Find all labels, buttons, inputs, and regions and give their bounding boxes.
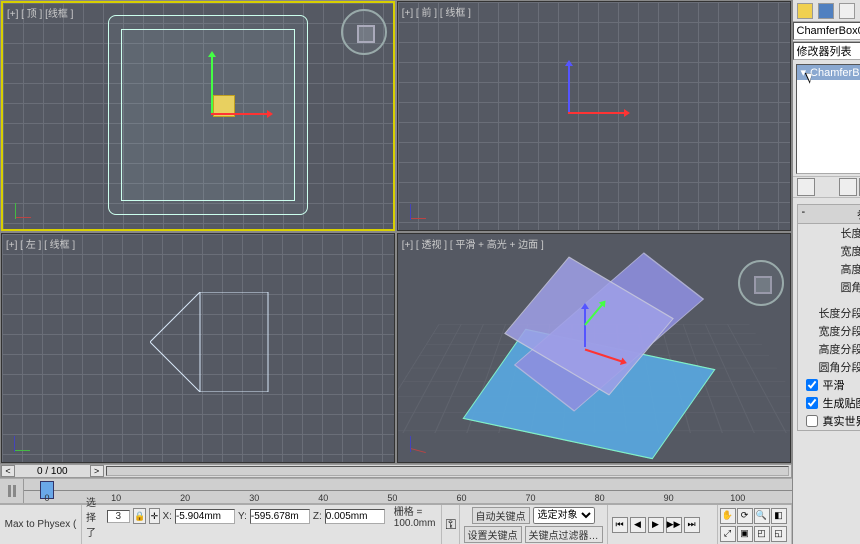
grid-size-label: 栅格 = 100.0mm — [394, 503, 437, 529]
viewport-grid: [+] [ 顶 ] [线框 ] [+] [ 前 ] [ 线框 ] — [0, 0, 792, 464]
nav-max-button[interactable]: ▣ — [737, 526, 753, 542]
axis-indicator — [10, 432, 34, 456]
goto-start-button[interactable]: ⏮ — [612, 517, 628, 533]
smooth-checkbox[interactable] — [806, 379, 818, 391]
set-key-button[interactable]: 设置关键点 — [464, 526, 522, 543]
genmap-checkbox[interactable] — [806, 397, 818, 409]
tab-create[interactable] — [797, 3, 813, 19]
script-label: Max to Physex ( — [5, 519, 77, 530]
viewport-label[interactable]: [+] [ 前 ] [ 线框 ] — [402, 4, 471, 19]
key-filter-button[interactable]: 关键点过滤器… — [525, 526, 603, 543]
panel-tabs — [793, 0, 860, 22]
pin-stack-button[interactable] — [797, 178, 815, 196]
timeline-ruler[interactable]: 0 10 20 30 40 50 60 70 80 90 100 — [24, 479, 792, 503]
tab-hierarchy[interactable] — [839, 3, 855, 19]
nav-zoom-all-button[interactable]: ⤢ — [720, 526, 736, 542]
left-shape[interactable] — [150, 292, 270, 392]
timeline: 0 10 20 30 40 50 60 70 80 90 100 — [0, 478, 792, 504]
gizmo-x-axis[interactable] — [211, 113, 271, 115]
scrub-pos-label: 0 / 100 — [15, 466, 90, 477]
viewport-label[interactable]: [+] [ 左 ] [ 线框 ] — [6, 236, 75, 251]
viewport-label[interactable]: [+] [ 顶 ] [线框 ] — [7, 5, 73, 20]
y-label: Y: — [238, 511, 247, 522]
gizmo-y-axis[interactable] — [211, 53, 213, 113]
viewcube[interactable] — [738, 260, 784, 306]
time-scrub-bar: < 0 / 100 > — [0, 464, 792, 478]
modifier-list-dropdown[interactable] — [793, 42, 860, 60]
axis-icon[interactable]: ✛ — [149, 508, 159, 524]
grid — [398, 2, 790, 230]
scrub-right-button[interactable]: > — [90, 465, 104, 477]
stack-toolbar — [793, 176, 860, 198]
viewport-perspective[interactable]: [+] [ 透视 ] [ 平滑 + 高光 + 边面 ] — [397, 233, 791, 463]
hint-text: 单击并拖动以选择并移动对象 — [145, 541, 275, 544]
z-label: Z: — [313, 511, 322, 522]
key-mode-select[interactable]: 选定对象 — [533, 507, 595, 524]
axis-indicator — [11, 199, 35, 223]
play-button[interactable]: ▶ — [648, 517, 664, 533]
goto-end-button[interactable]: ⏭ — [684, 517, 700, 533]
x-field[interactable] — [175, 509, 235, 524]
scrub-track[interactable] — [106, 466, 789, 476]
nav-region-button[interactable]: ◰ — [754, 526, 770, 542]
nav-zoom-button[interactable]: 🔍 — [754, 508, 770, 524]
selection-count: 3 — [107, 510, 131, 523]
auto-key-button[interactable]: 自动关键点 — [472, 507, 530, 524]
scrub-left-button[interactable]: < — [1, 465, 15, 477]
rollup-header[interactable]: -参数 — [798, 205, 860, 224]
viewcube[interactable] — [341, 9, 387, 55]
params-rollup: -参数 长度: ▲▼ 宽度: ▲▼ 高度: ▲▼ 圆角: ▲▼ 长度分段: ▲▼… — [797, 204, 860, 431]
z-field[interactable] — [325, 509, 385, 524]
viewport-left[interactable]: [+] [ 左 ] [ 线框 ] — [1, 233, 395, 463]
viewport-top[interactable]: [+] [ 顶 ] [线框 ] — [1, 1, 395, 231]
viewport-label[interactable]: [+] [ 透视 ] [ 平滑 + 高光 + 边面 ] — [402, 236, 544, 251]
object-name-field[interactable] — [793, 22, 860, 40]
nav-orbit-button[interactable]: ⟳ — [737, 508, 753, 524]
axis-indicator — [406, 432, 430, 456]
gizmo-x-axis[interactable] — [568, 112, 628, 114]
next-frame-button[interactable]: ▶▶ — [666, 517, 682, 533]
show-end-result-button[interactable] — [839, 178, 857, 196]
nav-fov-button[interactable]: ◧ — [771, 508, 787, 524]
timeline-grip[interactable] — [0, 479, 24, 503]
lock-icon[interactable]: 🔒 — [133, 508, 146, 524]
axis-indicator — [406, 200, 430, 224]
gizmo-z-axis[interactable] — [568, 62, 570, 112]
modifier-stack[interactable]: ▾ ChamferBox — [796, 64, 860, 174]
status-bar: Max to Physex ( 选择了 3 🔒 ✛ X: Y: Z: 栅格 = … — [0, 504, 792, 544]
x-label: X: — [163, 511, 172, 522]
command-panel: ▾ ▾ ChamferBox -参数 长度: ▲▼ 宽度: ▲▼ 高度: — [792, 0, 860, 544]
y-field[interactable] — [250, 509, 310, 524]
nav-pan-button[interactable]: ✋ — [720, 508, 736, 524]
prev-frame-button[interactable]: ◀ — [630, 517, 646, 533]
viewport-front[interactable]: [+] [ 前 ] [ 线框 ] — [397, 1, 791, 231]
key-icon[interactable]: ⚿ — [446, 516, 457, 533]
tab-modify[interactable] — [818, 3, 834, 19]
gizmo-z-axis[interactable] — [584, 305, 586, 347]
nav-misc-button[interactable]: ◱ — [771, 526, 787, 542]
add-time-marker[interactable]: 添加时间标记 — [318, 541, 378, 544]
realworld-checkbox[interactable] — [806, 415, 818, 427]
